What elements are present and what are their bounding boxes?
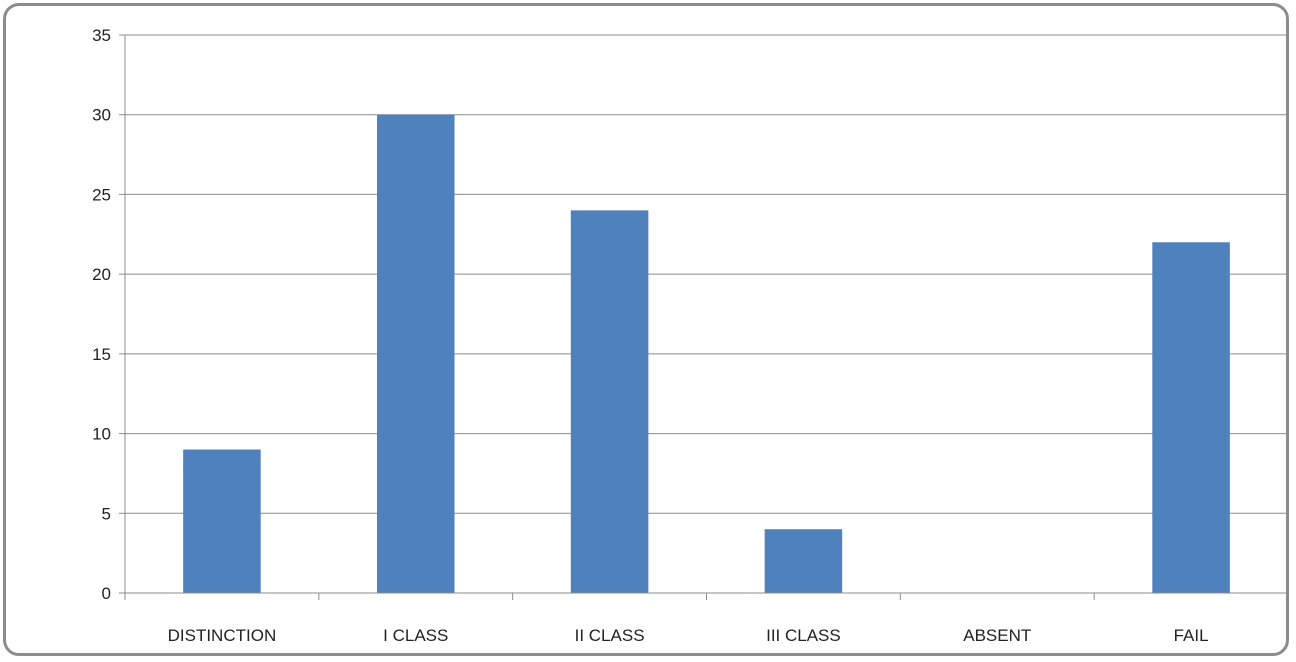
x-tick-label: I CLASS (383, 626, 448, 645)
bar-i-class (376, 114, 455, 593)
x-tick-label: III CLASS (766, 626, 841, 645)
x-tick-label: FAIL (1174, 626, 1209, 645)
bar-distinction (183, 449, 261, 593)
bars (183, 114, 1230, 593)
y-tick-label: 30 (92, 106, 111, 125)
bar-chart: 0 5 10 15 20 25 30 35 DISTINCTION I CLASS II CLAS… (92, 26, 1289, 645)
bar-iii-class (764, 529, 843, 593)
y-tick-labels: 0 5 10 15 20 25 30 35 (92, 26, 111, 603)
y-tick-label: 5 (102, 504, 111, 523)
y-tick-label: 10 (92, 425, 111, 444)
y-tick-label: 25 (92, 185, 111, 204)
y-tick-label: 35 (92, 26, 111, 45)
x-tick-label: II CLASS (575, 626, 645, 645)
x-tick-label: DISTINCTION (168, 626, 277, 645)
y-tick-label: 15 (92, 345, 111, 364)
axes (124, 35, 1288, 594)
chart-frame: 0 5 10 15 20 25 30 35 DISTINCTION I CLASS II CLAS… (3, 3, 1289, 656)
x-tick-label: ABSENT (963, 626, 1031, 645)
bar-ii-class (570, 210, 649, 593)
y-tick-label: 0 (102, 584, 111, 603)
y-tick-label: 20 (92, 265, 111, 284)
x-tick-labels: DISTINCTION I CLASS II CLASS III CLASS ABSEN… (168, 626, 1209, 645)
bar-fail (1152, 242, 1230, 593)
gridlines (119, 34, 1289, 600)
